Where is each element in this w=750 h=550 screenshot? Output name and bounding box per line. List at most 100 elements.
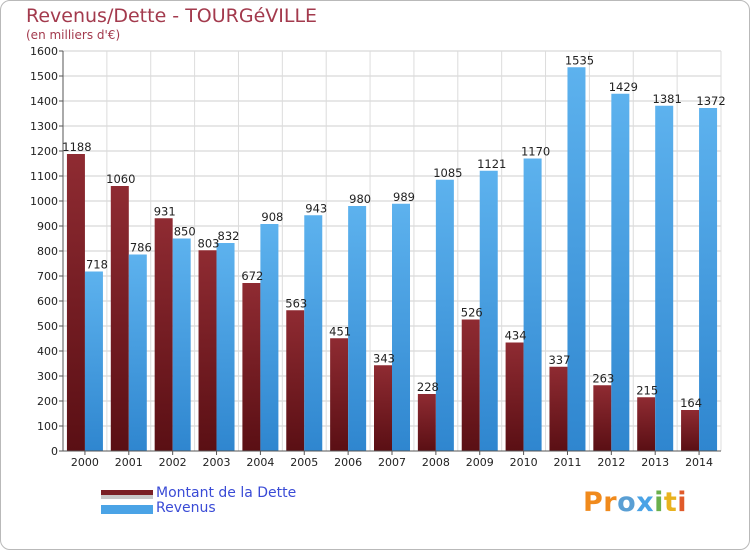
logo-letter: o (617, 487, 637, 518)
data-label-debt: 1188 (62, 140, 91, 154)
data-label-revenue: 943 (305, 201, 327, 215)
data-label-revenue: 832 (218, 229, 240, 243)
y-tick-label: 200 (37, 395, 58, 408)
y-tick-label: 1600 (30, 45, 58, 58)
data-label-debt: 164 (680, 396, 702, 410)
y-tick-label: 1000 (30, 195, 58, 208)
bar-debt (549, 366, 568, 451)
data-label-debt: 563 (285, 296, 307, 310)
x-tick-label: 2002 (159, 456, 187, 469)
y-tick-label: 1200 (30, 145, 58, 158)
bar-debt (417, 394, 436, 451)
bars-layer (66, 67, 718, 451)
x-tick-label: 2007 (378, 456, 406, 469)
data-label-debt: 1060 (106, 172, 135, 186)
bar-revenue (260, 224, 279, 451)
y-tick-label: 1100 (30, 170, 58, 183)
data-label-debt: 337 (548, 353, 570, 367)
data-label-debt: 228 (417, 380, 439, 394)
bar-debt (374, 365, 392, 451)
logo-letter: t (663, 487, 678, 518)
y-tick-label: 400 (37, 345, 58, 358)
bar-revenue (128, 254, 147, 451)
x-tick-label: 2009 (466, 456, 494, 469)
bar-debt (330, 338, 349, 451)
data-label-revenue: 1121 (477, 157, 506, 171)
bar-debt (461, 319, 480, 451)
bar-revenue (348, 206, 367, 451)
data-label-revenue: 1170 (521, 145, 550, 159)
logo-letter: i (654, 487, 664, 518)
data-label-debt: 215 (636, 383, 658, 397)
bar-revenue (479, 170, 498, 451)
x-tick-label: 2014 (685, 456, 713, 469)
data-label-debt: 526 (461, 306, 483, 320)
data-label-revenue: 908 (261, 210, 283, 224)
bar-revenue (655, 105, 674, 451)
logo-letter: r (603, 487, 618, 518)
data-label-revenue: 989 (393, 190, 415, 204)
x-tick-label: 2006 (334, 456, 362, 469)
bar-revenue (216, 243, 235, 451)
x-tick-label: 2010 (510, 456, 538, 469)
x-tick-label: 2013 (641, 456, 669, 469)
bar-debt (681, 410, 700, 451)
y-tick-label: 900 (37, 220, 58, 233)
bar-revenue (567, 67, 586, 451)
logo-letter: i (677, 487, 688, 518)
x-tick-label: 2004 (246, 456, 274, 469)
bar-revenue (699, 108, 718, 451)
data-label-debt: 434 (505, 329, 527, 343)
data-label-revenue: 1429 (609, 80, 638, 94)
y-tick-label: 1400 (30, 95, 58, 108)
bar-revenue (304, 215, 323, 451)
x-tick-label: 2001 (115, 456, 143, 469)
x-tick-label: 2000 (71, 456, 99, 469)
bar-debt (154, 218, 173, 451)
y-tick-label: 1300 (30, 120, 58, 133)
bar-debt (637, 397, 656, 451)
y-tick-label: 800 (37, 245, 58, 258)
bar-revenue (435, 179, 454, 451)
bar-revenue (84, 271, 103, 451)
data-label-debt: 263 (592, 371, 614, 385)
bar-revenue (392, 203, 410, 451)
bar-debt (593, 385, 612, 451)
proxiti-logo: Proxiti (583, 487, 687, 518)
bar-revenue (611, 93, 630, 451)
x-tick-label: 2005 (290, 456, 318, 469)
data-label-debt: 931 (154, 204, 176, 218)
data-label-debt: 803 (198, 236, 220, 250)
bar-debt (286, 310, 305, 451)
y-tick-label: 0 (51, 445, 58, 458)
legend-swatch-debt (101, 490, 153, 499)
data-label-debt: 672 (241, 269, 263, 283)
data-label-revenue: 850 (174, 225, 196, 239)
data-label-debt: 451 (329, 324, 351, 338)
y-tick-label: 700 (37, 270, 58, 283)
bar-debt (505, 342, 524, 451)
data-label-revenue: 1381 (653, 92, 682, 106)
logo-letter: P (583, 487, 604, 518)
legend-label-debt: Montant de la Dette (156, 485, 297, 501)
data-label-revenue: 1372 (696, 94, 725, 108)
logo-letter: x (636, 487, 655, 518)
data-label-revenue: 786 (130, 241, 152, 255)
x-tick-label: 2012 (597, 456, 625, 469)
y-tick-label: 100 (37, 420, 58, 433)
y-tick-label: 600 (37, 295, 58, 308)
bar-debt (66, 154, 85, 451)
bar-revenue (172, 238, 191, 451)
bar-revenue (523, 158, 542, 451)
data-label-revenue: 1085 (433, 166, 462, 180)
legend-label-revenue: Revenus (156, 500, 216, 516)
data-label-revenue: 980 (349, 192, 371, 206)
x-tick-label: 2011 (553, 456, 581, 469)
data-label-revenue: 1535 (565, 53, 594, 67)
labels-layer: 0 100 200 300 400 500 600 700 800 900 1000 1100 1200… (30, 45, 726, 469)
y-tick-label: 1500 (30, 70, 58, 83)
bar-debt (110, 186, 129, 451)
data-label-debt: 343 (373, 351, 395, 365)
